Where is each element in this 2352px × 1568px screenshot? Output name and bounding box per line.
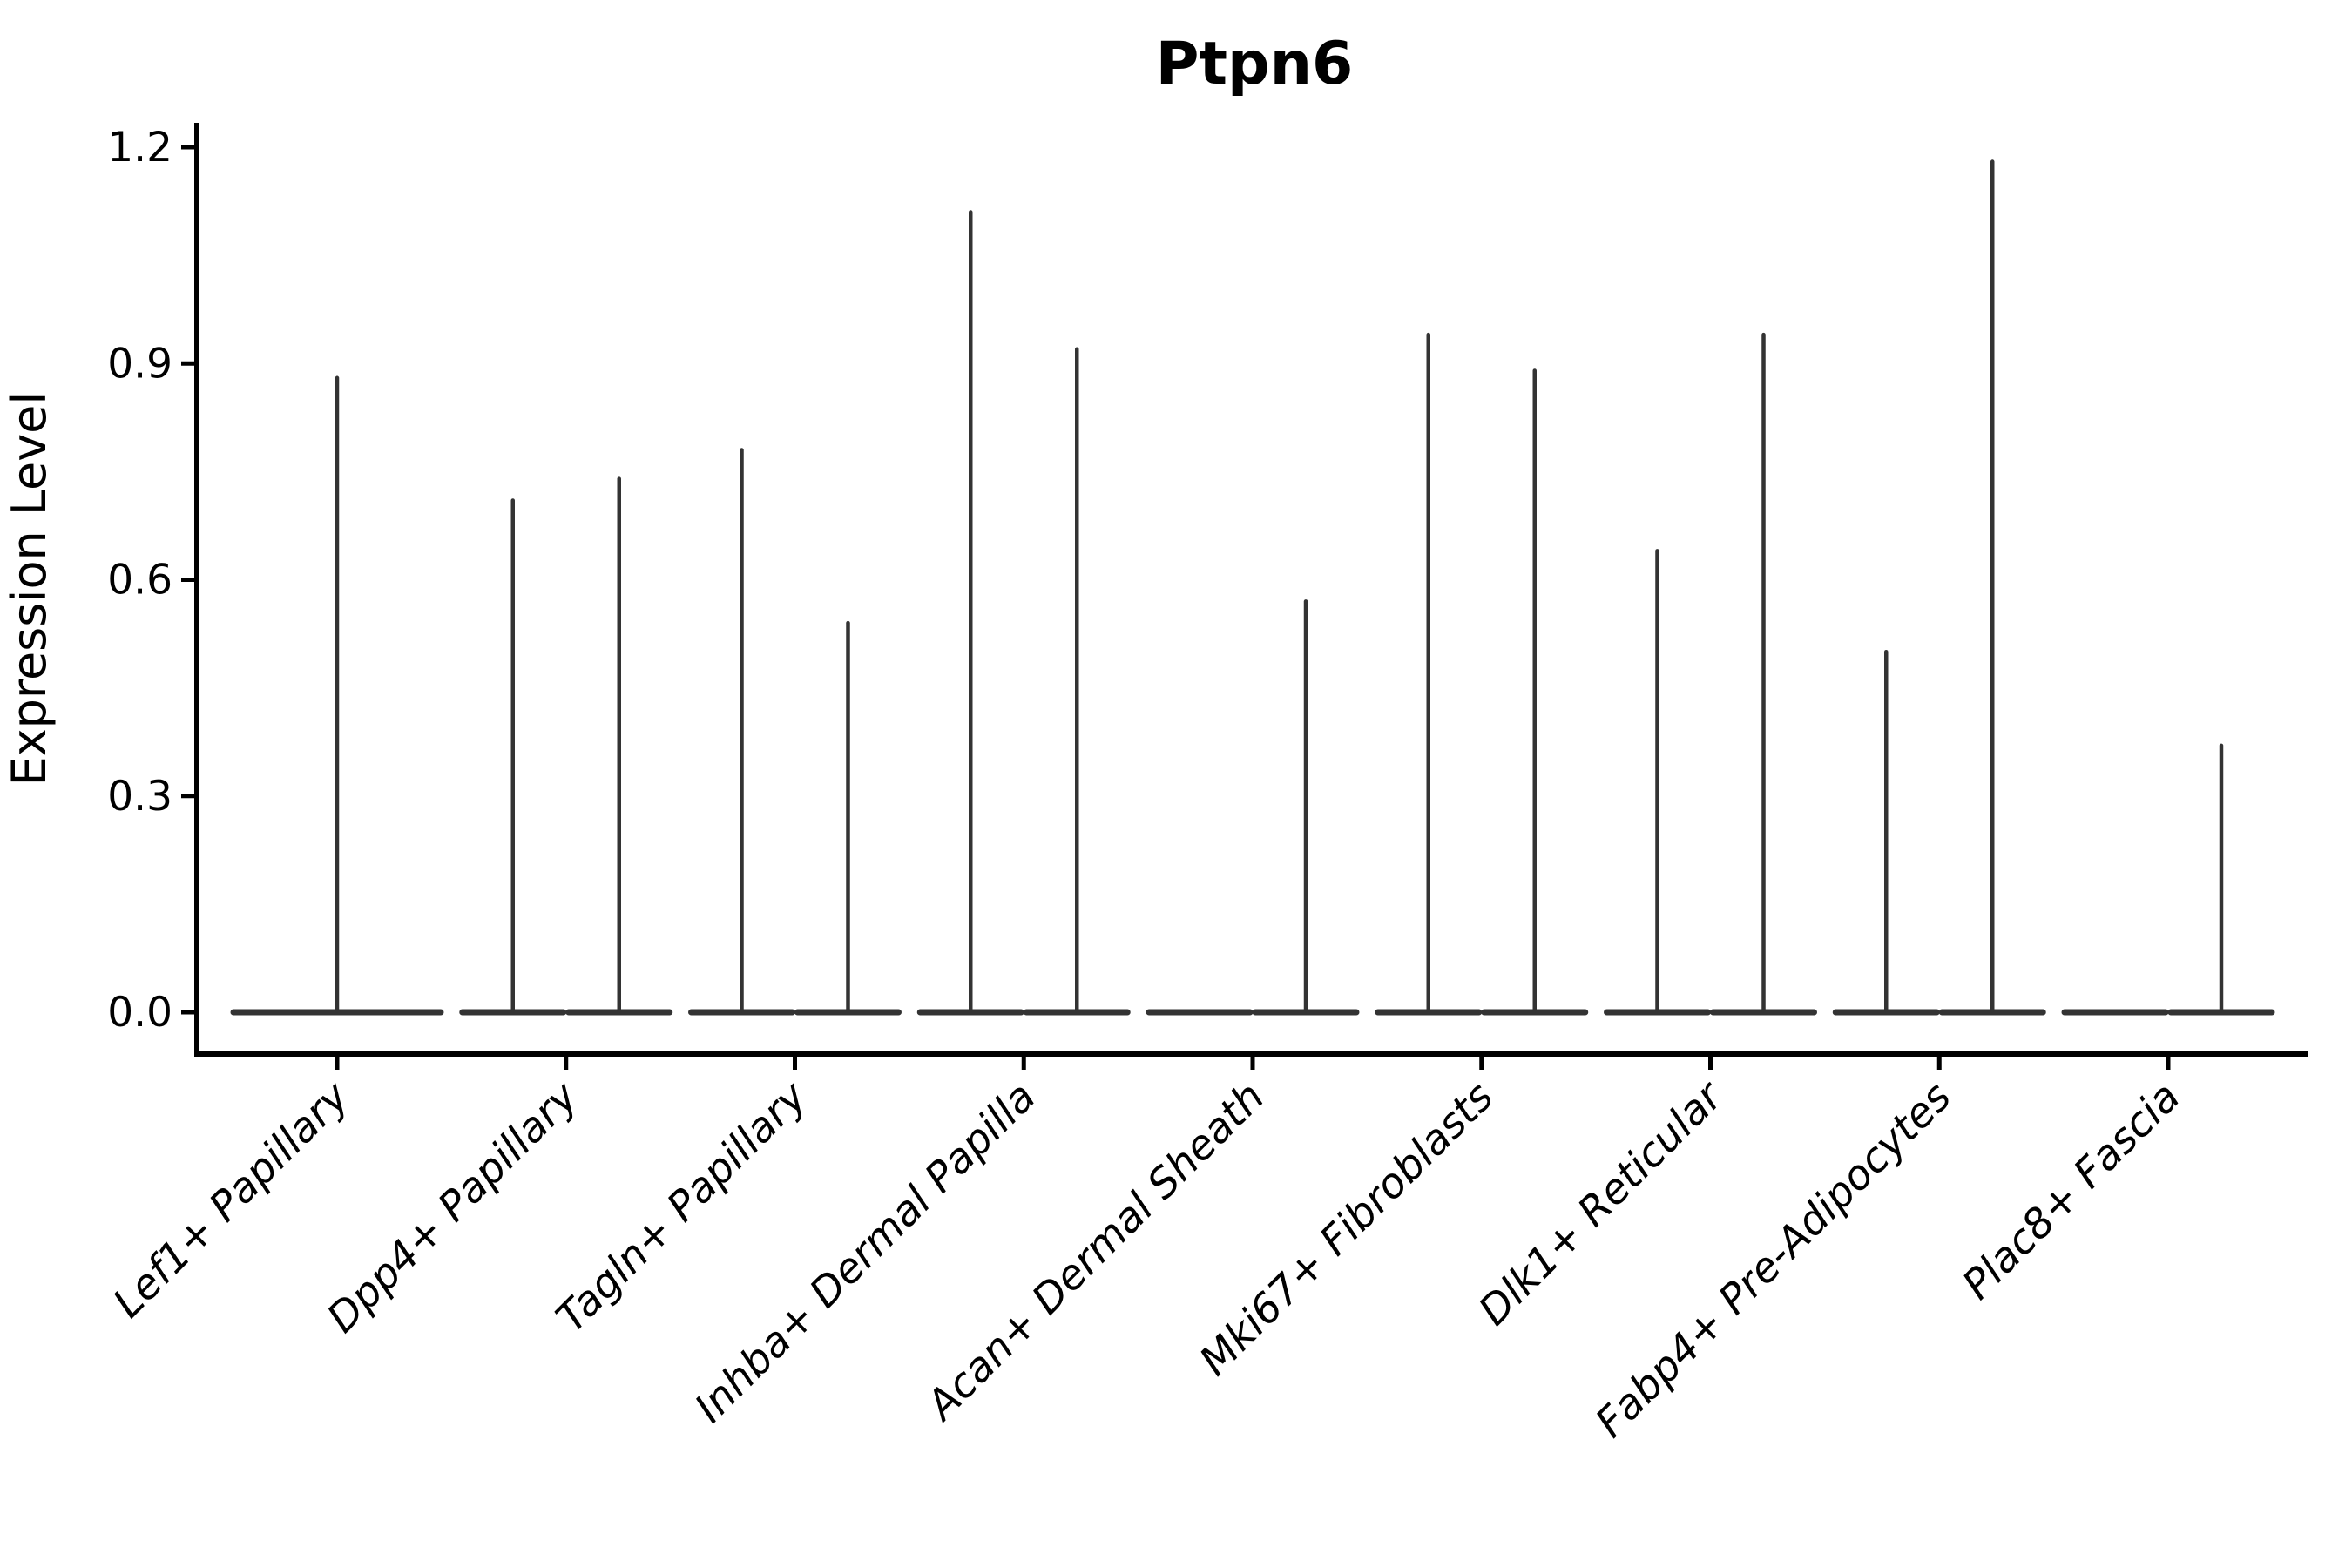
y-axis-label: Expression Level <box>2 392 57 787</box>
chart-title: Ptpn6 <box>1156 30 1354 98</box>
y-tick-label: 0.0 <box>107 989 172 1037</box>
x-tick-label: Dlk1+ Reticular <box>1470 1071 1734 1335</box>
y-tick-label: 1.2 <box>107 124 172 172</box>
x-tick-label: Dpp4+ Papillary <box>318 1072 588 1342</box>
x-tick-label: Tagln+ Papillary <box>547 1072 817 1342</box>
y-tick-label: 0.3 <box>107 773 172 821</box>
y-tick-label: 0.9 <box>107 340 172 388</box>
violins-layer <box>230 159 2275 1016</box>
x-tick-label: Plac8+ Fascia <box>1953 1073 2189 1309</box>
x-tick-label: Lef1+ Papillary <box>104 1072 359 1328</box>
y-tick-label: 0.6 <box>107 557 172 605</box>
axes-layer <box>181 123 2308 1070</box>
